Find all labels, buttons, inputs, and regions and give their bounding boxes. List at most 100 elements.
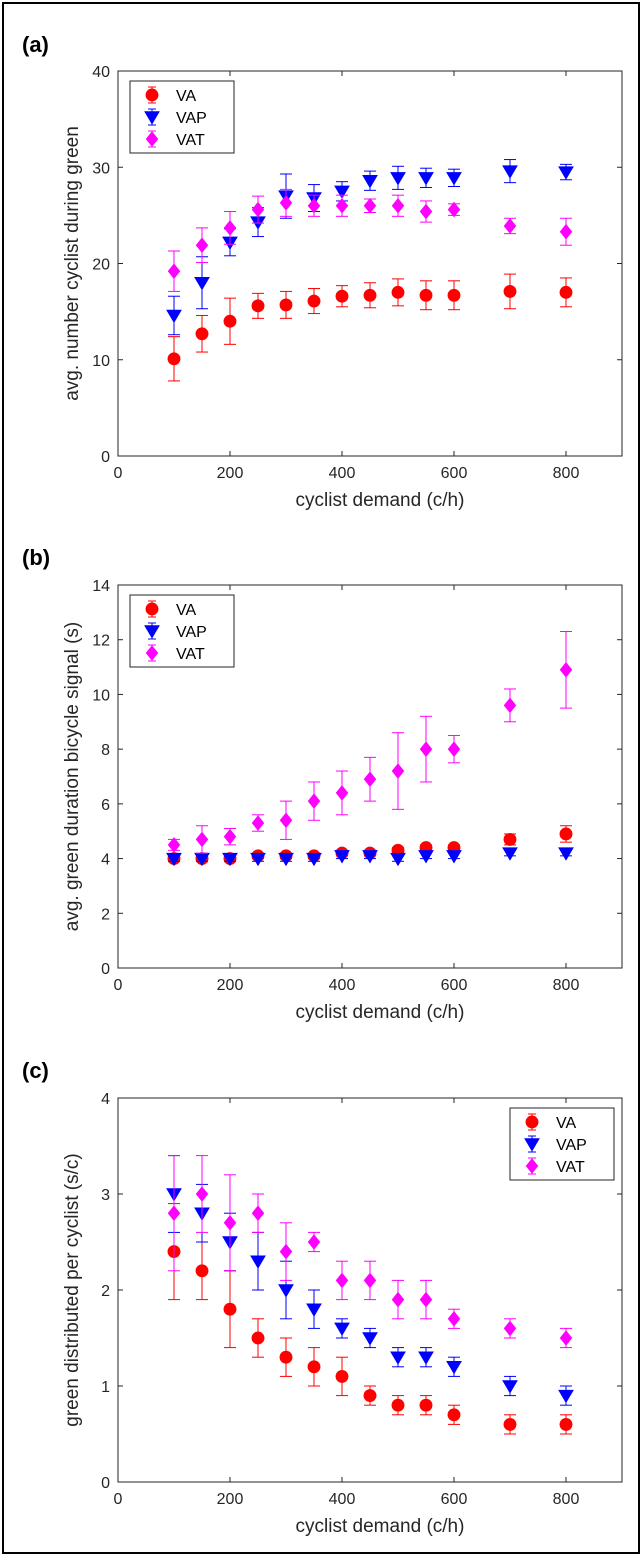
data-point: [279, 1243, 293, 1260]
data-point: [251, 815, 265, 831]
legend: VA VAP VAT: [129, 594, 235, 668]
y-tick-label: 3: [101, 1187, 110, 1204]
data-point: [166, 309, 182, 324]
data-point: [418, 172, 434, 186]
data-point: [559, 827, 573, 841]
y-tick-label: 10: [92, 353, 110, 370]
legend: VA VAP VAT: [509, 1107, 615, 1181]
data-point: [558, 847, 574, 861]
data-point: [167, 1205, 181, 1222]
x-tick-label: 600: [441, 465, 468, 482]
legend-marker: [524, 1138, 540, 1152]
chart-panel-b: (b) 0 200 400 600 800 0 2 4 6 8 10 12 14 cyclist deman…: [22, 545, 623, 1023]
data-point: [306, 1303, 322, 1317]
series-vat: [167, 188, 573, 292]
x-tick-label: 400: [329, 977, 356, 994]
data-point: [418, 850, 434, 864]
data-point: [223, 220, 237, 236]
data-point: [167, 837, 181, 853]
data-point: [195, 1264, 209, 1278]
data-point: [195, 831, 209, 848]
x-tick-label: 400: [329, 465, 356, 482]
x-tick-label: 800: [553, 977, 580, 994]
data-point: [195, 1186, 209, 1202]
data-point: [362, 174, 378, 189]
series-vat: [167, 1155, 573, 1349]
data-point: [195, 237, 209, 254]
panel-label: (b): [22, 545, 50, 570]
data-point: [502, 847, 518, 861]
x-tick-label: 0: [114, 1491, 123, 1508]
data-point: [250, 852, 266, 867]
data-point: [447, 201, 461, 218]
data-point: [419, 1398, 433, 1412]
axes-box: [117, 584, 623, 969]
series-vat: [167, 631, 573, 854]
data-point: [335, 197, 349, 214]
y-tick-label: 12: [92, 633, 110, 650]
data-point: [391, 285, 405, 299]
data-point: [447, 1408, 461, 1422]
data-point: [251, 1331, 265, 1345]
legend-label: VAP: [556, 1137, 587, 1154]
legend-marker: [525, 1115, 539, 1129]
y-tick-label: 10: [92, 687, 110, 704]
data-point: [251, 201, 265, 218]
data-point: [503, 1417, 517, 1431]
data-point: [279, 812, 293, 829]
data-point: [391, 763, 405, 779]
data-point: [363, 1272, 377, 1289]
data-point: [419, 1291, 433, 1308]
legend: VA VAP VAT: [129, 80, 235, 154]
legend-label: VA: [176, 602, 196, 619]
data-point: [223, 1214, 237, 1231]
series-va: [167, 273, 573, 382]
data-point: [558, 166, 574, 180]
x-axis-label: cyclist demand (c/h): [296, 490, 465, 511]
x-tick-label: 0: [114, 977, 123, 994]
panel-label: (a): [22, 32, 49, 57]
x-tick-label: 600: [441, 977, 468, 994]
y-axis-label: avg. number cyclist during green: [62, 126, 83, 401]
data-point: [250, 1255, 266, 1269]
y-tick-label: 4: [101, 852, 110, 869]
data-point: [307, 1234, 321, 1250]
y-tick-label: 0: [101, 1475, 110, 1492]
legend-marker: [144, 625, 160, 639]
data-point: [362, 1332, 378, 1346]
legend-marker: [145, 88, 159, 102]
x-tick-label: 400: [329, 1491, 356, 1508]
data-point: [223, 1302, 237, 1316]
data-point: [278, 852, 294, 867]
data-point: [418, 1351, 434, 1365]
data-point: [222, 852, 238, 867]
y-tick-label: 1: [101, 1379, 110, 1396]
data-point: [503, 1320, 517, 1337]
legend-label: VAT: [176, 646, 205, 663]
x-tick-label: 0: [114, 465, 123, 482]
data-point: [503, 832, 517, 846]
data-point: [223, 314, 237, 328]
y-tick-label: 14: [92, 578, 110, 595]
data-point: [447, 1310, 461, 1327]
legend-label: VA: [176, 88, 196, 105]
data-point: [503, 284, 517, 298]
x-axis-label: cyclist demand (c/h): [296, 1002, 465, 1023]
data-point: [334, 850, 350, 864]
data-point: [363, 288, 377, 302]
x-tick-label: 600: [441, 1491, 468, 1508]
data-point: [559, 662, 573, 678]
data-point: [251, 1205, 265, 1222]
series-vap: [166, 847, 574, 867]
data-point: [306, 852, 322, 867]
data-point: [390, 852, 406, 867]
chart-panel-c: (c) 0 200 400 600 800 0 1 2 3 4 cyclist demand (c/h…: [22, 1058, 623, 1537]
legend-label: VAP: [176, 110, 207, 127]
data-point: [502, 1380, 518, 1394]
y-tick-label: 0: [101, 449, 110, 466]
y-tick-label: 30: [92, 160, 110, 177]
series-vap: [166, 159, 574, 336]
y-tick-label: 4: [101, 1091, 110, 1108]
data-point: [559, 223, 573, 240]
